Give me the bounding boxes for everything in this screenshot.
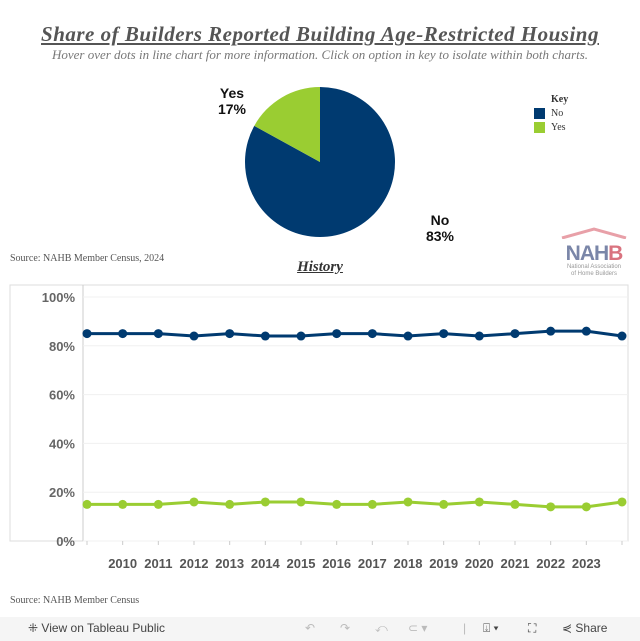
legend-label-yes: Yes <box>551 122 566 133</box>
data-point-no[interactable] <box>581 326 591 336</box>
pie-label-no-value: 83% <box>425 228 455 244</box>
x-tick-label: 2023 <box>572 556 601 571</box>
pie-slice-no[interactable] <box>244 87 395 238</box>
x-tick-label: 2020 <box>465 556 494 571</box>
x-tick-label: 2022 <box>536 556 565 571</box>
pie-label-no-name: No <box>430 212 450 228</box>
redo-icon[interactable]: ↷ <box>340 621 351 635</box>
data-point-yes[interactable] <box>546 502 556 512</box>
data-point-yes[interactable] <box>474 497 484 507</box>
line-chart: 0% 20% 40% 60% 80% 100% 2010 2011 2012 2013 2014 20… <box>9 284 629 571</box>
data-point-no[interactable] <box>260 331 270 341</box>
x-tick-label: 2011 <box>144 556 172 571</box>
data-point-yes[interactable] <box>510 499 520 509</box>
x-tick-label: 2012 <box>180 556 209 571</box>
data-point-no[interactable] <box>439 329 449 339</box>
pie-label-yes-value: 17% <box>217 101 247 117</box>
nahb-logo: NAHB National Association of Home Builder… <box>558 226 630 278</box>
x-tick-label: 2021 <box>501 556 530 571</box>
data-point-no[interactable] <box>225 329 235 339</box>
undo-icon[interactable]: ↶ <box>305 621 316 635</box>
pie-slice-yes[interactable] <box>254 87 320 162</box>
dashboard-subtitle: Hover over dots in line chart for more i… <box>51 47 589 62</box>
series-line-yes <box>87 500 623 509</box>
view-on-tableau-button[interactable]: ⁜ View on Tableau Public <box>28 621 165 635</box>
data-point-yes[interactable] <box>189 497 199 507</box>
pie-label-no: No 83% <box>420 212 460 244</box>
y-tick-label: 20% <box>49 485 75 500</box>
download-icon[interactable]: ⍗ ▾ <box>483 621 499 635</box>
x-tick-label: 2016 <box>322 556 351 571</box>
x-tick-label: 2017 <box>358 556 387 571</box>
data-point-yes[interactable] <box>118 499 128 509</box>
data-point-no[interactable] <box>403 331 413 341</box>
legend-swatch-yes <box>534 122 545 133</box>
history-title: History <box>297 259 343 275</box>
tableau-icon: ⁜ <box>28 621 39 635</box>
x-tick-label: 2018 <box>394 556 423 571</box>
view-on-tableau-label: View on Tableau Public <box>41 621 166 635</box>
refresh-icon[interactable]: ⊂ ▾ <box>408 621 428 635</box>
toolbar-divider: | <box>463 621 467 635</box>
data-point-no[interactable] <box>82 329 92 339</box>
data-point-no[interactable] <box>153 329 163 339</box>
legend-swatch-no <box>534 108 545 119</box>
x-tick-label: 2014 <box>251 556 281 571</box>
data-point-no[interactable] <box>118 329 128 339</box>
pie-chart <box>244 87 395 238</box>
x-tick-label: 2013 <box>215 556 244 571</box>
data-point-yes[interactable] <box>439 499 449 509</box>
data-point-yes[interactable] <box>153 499 163 509</box>
legend-item-no[interactable]: No <box>534 108 568 119</box>
fullscreen-icon[interactable]: ⛶ <box>528 621 537 635</box>
y-tick-label: 60% <box>49 388 75 403</box>
data-point-yes[interactable] <box>581 502 591 512</box>
data-point-yes[interactable] <box>296 497 306 507</box>
series-line-no <box>87 329 623 338</box>
pie-label-yes-name: Yes <box>219 85 245 101</box>
source-bottom: Source: NAHB Member Census <box>10 595 140 606</box>
share-icon: ⋞ <box>562 621 573 635</box>
x-tick-label: 2015 <box>287 556 316 571</box>
legend-title: Key <box>551 94 569 105</box>
data-point-no[interactable] <box>367 329 377 339</box>
data-point-yes[interactable] <box>260 497 270 507</box>
legend-label-no: No <box>551 108 564 119</box>
source-top: Source: NAHB Member Census, 2024 <box>10 253 165 264</box>
data-point-yes[interactable] <box>617 497 627 507</box>
y-tick-label: 0% <box>56 534 75 549</box>
data-point-yes[interactable] <box>403 497 413 507</box>
share-label: Share <box>575 621 608 635</box>
data-point-yes[interactable] <box>367 499 377 509</box>
roof-icon <box>561 227 627 240</box>
data-point-no[interactable] <box>546 326 556 336</box>
dashboard-title: Share of Builders Reported Building Age-… <box>41 22 599 46</box>
data-point-no[interactable] <box>617 331 627 341</box>
data-point-yes[interactable] <box>332 499 342 509</box>
y-tick-label: 80% <box>49 339 75 354</box>
x-tick-label: 2010 <box>108 556 137 571</box>
share-button[interactable]: ⋞ Share <box>562 621 607 635</box>
legend-item-yes[interactable]: Yes <box>534 122 568 133</box>
y-tick-label: 100% <box>42 290 76 305</box>
y-tick-label: 40% <box>49 436 75 451</box>
tableau-toolbar: ⁜ View on Tableau Public ↶ ↷ ⤺ ⊂ ▾ | ⍗ ▾… <box>0 617 640 641</box>
data-point-no[interactable] <box>510 329 520 339</box>
legend: Key No Yes <box>534 94 568 133</box>
revert-icon[interactable]: ⤺ <box>375 621 388 635</box>
data-point-no[interactable] <box>296 331 306 341</box>
data-point-no[interactable] <box>474 331 484 341</box>
x-tick-label: 2019 <box>429 556 458 571</box>
data-point-no[interactable] <box>332 329 342 339</box>
data-point-yes[interactable] <box>225 499 235 509</box>
data-point-yes[interactable] <box>82 499 92 509</box>
data-point-no[interactable] <box>189 331 199 341</box>
pie-label-yes: Yes 17% <box>212 85 252 117</box>
